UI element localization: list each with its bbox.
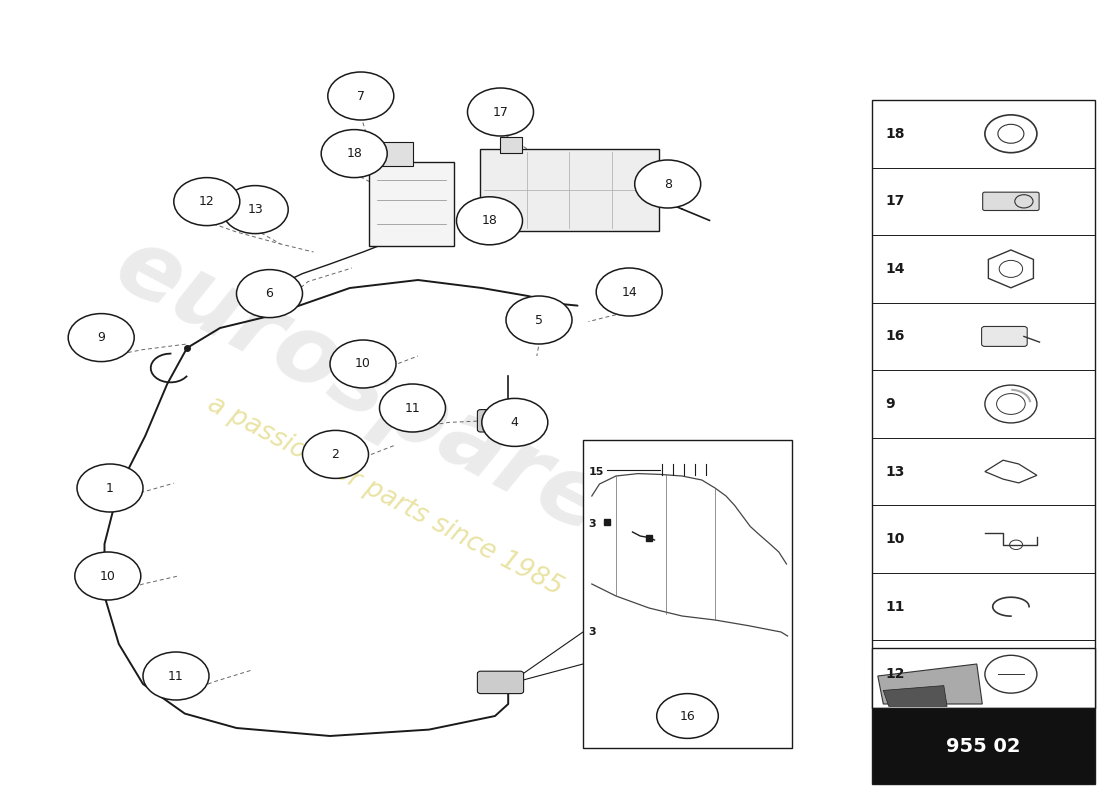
Text: 17: 17 [493, 106, 508, 118]
Text: 12: 12 [199, 195, 214, 208]
Circle shape [468, 88, 534, 136]
Circle shape [174, 178, 240, 226]
Text: 14: 14 [621, 286, 637, 298]
Circle shape [596, 268, 662, 316]
Circle shape [68, 314, 134, 362]
Circle shape [302, 430, 368, 478]
FancyBboxPatch shape [368, 162, 454, 246]
FancyBboxPatch shape [477, 410, 524, 432]
Text: 18: 18 [346, 147, 362, 160]
Circle shape [77, 464, 143, 512]
Circle shape [635, 160, 701, 208]
Text: 11: 11 [168, 670, 184, 682]
FancyBboxPatch shape [981, 326, 1027, 346]
Circle shape [143, 652, 209, 700]
Text: 14: 14 [886, 262, 905, 276]
Bar [872, 708, 1094, 784]
Text: 18: 18 [482, 214, 497, 227]
Circle shape [330, 340, 396, 388]
Text: 1: 1 [106, 482, 114, 494]
FancyBboxPatch shape [477, 671, 524, 694]
Text: 8: 8 [663, 178, 672, 190]
Text: 8: 8 [682, 182, 691, 195]
Text: 6: 6 [265, 287, 274, 300]
Circle shape [328, 72, 394, 120]
Circle shape [482, 398, 548, 446]
Polygon shape [878, 664, 982, 704]
Text: 15: 15 [588, 467, 604, 477]
Text: 3: 3 [588, 627, 596, 637]
Text: 18: 18 [886, 126, 905, 141]
Circle shape [75, 552, 141, 600]
Bar [872, 648, 1094, 708]
Text: eurospares: eurospares [100, 219, 670, 581]
Text: 4: 4 [510, 416, 519, 429]
Circle shape [506, 296, 572, 344]
Text: 10: 10 [886, 532, 905, 546]
Text: 9: 9 [886, 397, 895, 411]
Circle shape [456, 197, 522, 245]
Text: a passion for parts since 1985: a passion for parts since 1985 [204, 391, 566, 601]
Text: 2: 2 [331, 448, 340, 461]
Text: 3: 3 [588, 519, 596, 529]
Circle shape [321, 130, 387, 178]
Circle shape [222, 186, 288, 234]
Text: 13: 13 [886, 465, 905, 478]
Text: 10: 10 [355, 358, 371, 370]
Text: 7: 7 [356, 90, 365, 102]
FancyBboxPatch shape [381, 142, 412, 166]
FancyBboxPatch shape [480, 149, 659, 231]
Polygon shape [883, 686, 947, 706]
Bar [583, 440, 792, 748]
FancyBboxPatch shape [499, 137, 522, 153]
Text: 5: 5 [535, 314, 543, 326]
Text: 11: 11 [886, 600, 905, 614]
Circle shape [657, 694, 718, 738]
Bar [872, 100, 1094, 708]
Text: 16: 16 [680, 710, 695, 722]
Text: 16: 16 [886, 330, 905, 343]
Text: 955 02: 955 02 [946, 737, 1021, 755]
Circle shape [236, 270, 302, 318]
Text: 17: 17 [886, 194, 905, 208]
FancyBboxPatch shape [982, 192, 1040, 210]
Text: 9: 9 [97, 331, 106, 344]
Text: 12: 12 [886, 667, 905, 682]
Text: 10: 10 [100, 570, 116, 582]
Circle shape [379, 384, 446, 432]
Text: 13: 13 [248, 203, 263, 216]
Text: 11: 11 [405, 402, 420, 414]
